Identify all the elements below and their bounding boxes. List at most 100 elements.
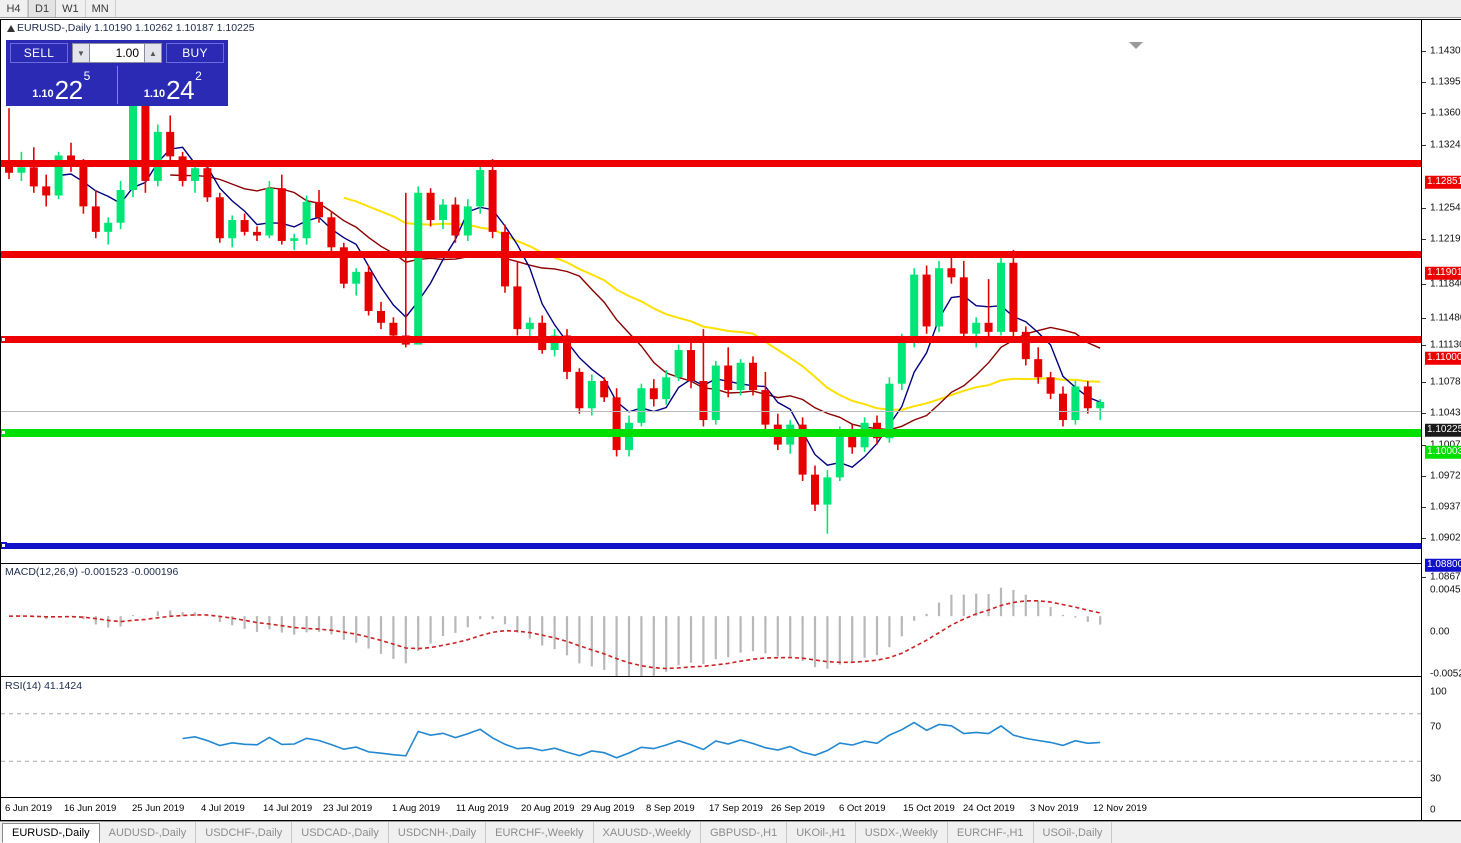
floor-line-1-08800[interactable] xyxy=(1,542,1421,549)
date-axis-label: 23 Jul 2019 xyxy=(323,803,373,814)
date-axis[interactable]: 6 Jun 2019 16 Jun 2019 25 Jun 2019 4 Jul 20… xyxy=(1,799,1421,820)
axis-tick-mark xyxy=(1422,284,1426,285)
one-click-trading-panel[interactable]: SELL ▼ 1.00 ▲ BUY 1.10 22 5 1.10 24 2 xyxy=(6,40,228,106)
axis-tick-mark xyxy=(1422,208,1426,209)
date-axis-label: 1 Aug 2019 xyxy=(392,803,441,814)
sell-button[interactable]: SELL xyxy=(10,43,68,63)
sell-price-display[interactable]: 1.10 22 5 xyxy=(6,66,117,104)
axis-tick-mark xyxy=(1422,445,1426,446)
resistance-line-1-11901[interactable] xyxy=(1,251,1421,258)
axis-tick-label: 1.13600 xyxy=(1430,107,1461,119)
symbol-tab-xauusd-weekly[interactable]: XAUUSD-,Weekly xyxy=(594,822,701,843)
axis-tick-label: 1.12190 xyxy=(1430,233,1461,245)
symbol-tab-gbpusd-h1[interactable]: GBPUSD-,H1 xyxy=(701,822,788,843)
buy-price-display[interactable]: 1.10 24 2 xyxy=(116,66,229,105)
axis-tick-mark xyxy=(1422,345,1426,346)
axis-tick-mark xyxy=(1422,82,1426,83)
price-level-label-red[interactable]: 1.12851 xyxy=(1425,175,1461,189)
macd-pane[interactable]: MACD(12,26,9) -0.001523 -0.000196 xyxy=(1,563,1421,677)
price-axis[interactable]: 1.14300 1.13950 1.13600 1.13240 1.12540 1.121… xyxy=(1421,20,1461,820)
volume-stepper[interactable]: ▼ 1.00 ▲ xyxy=(72,43,162,63)
rsi-title: RSI(14) 41.1424 xyxy=(5,680,83,692)
symbol-tab-usdchf-daily[interactable]: USDCHF-,Daily xyxy=(196,822,293,843)
timeframe-w1[interactable]: W1 xyxy=(56,0,86,17)
buy-button[interactable]: BUY xyxy=(166,43,224,63)
date-axis-label: 8 Sep 2019 xyxy=(646,803,695,814)
price-level-label-dark[interactable]: 1.10225 xyxy=(1425,423,1461,437)
toolbar-empty-area xyxy=(115,0,1461,17)
current-price-line xyxy=(1,411,1421,412)
symbol-tab-eurusd-daily[interactable]: EURUSD-,Daily xyxy=(2,823,100,843)
macd-tick-label: 0.00 xyxy=(1430,626,1450,638)
price-level-label-green[interactable]: 1.10003 xyxy=(1425,445,1461,459)
date-axis-label: 29 Aug 2019 xyxy=(581,803,635,814)
line-handle[interactable] xyxy=(1,429,7,436)
axis-tick-mark xyxy=(1422,577,1426,578)
buy-price-base: 1.10 xyxy=(143,88,166,100)
trade-panel-prices: 1.10 22 5 1.10 24 2 xyxy=(6,66,228,104)
axis-tick-label: 1.13950 xyxy=(1430,76,1461,88)
timeframe-mn[interactable]: MN xyxy=(85,0,116,17)
date-axis-label: 3 Nov 2019 xyxy=(1030,803,1079,814)
axis-tick-mark xyxy=(1422,51,1426,52)
symbol-tab-usdx-weekly[interactable]: USDX-,Weekly xyxy=(856,822,948,843)
axis-tick-label: 1.09020 xyxy=(1430,532,1461,544)
axis-tick-label: 1.11130 xyxy=(1430,339,1461,351)
symbol-tab-ukoil-h1[interactable]: UKOil-,H1 xyxy=(787,822,856,843)
macd-series xyxy=(8,587,1102,676)
axis-tick-mark xyxy=(1422,476,1426,477)
rsi-tick-label: 100 xyxy=(1430,686,1447,698)
timeframe-d1[interactable]: D1 xyxy=(28,0,57,17)
support-line-1-10003[interactable] xyxy=(1,429,1421,437)
rsi-tick-label: 30 xyxy=(1430,773,1442,785)
chart-area[interactable]: EURUSD-,Daily 1.10190 1.10262 1.10187 1.… xyxy=(0,19,1461,821)
line-handle[interactable] xyxy=(1,336,7,343)
date-axis-label: 11 Aug 2019 xyxy=(456,803,509,814)
buy-price-sup: 2 xyxy=(195,69,202,83)
price-level-label-red[interactable]: 1.11000 xyxy=(1425,351,1461,365)
symbol-tab-usdcad-daily[interactable]: USDCAD-,Daily xyxy=(292,822,389,843)
axis-tick-mark xyxy=(1422,145,1426,146)
volume-input[interactable]: 1.00 xyxy=(90,43,144,63)
sell-price-big: 22 xyxy=(54,75,83,105)
axis-tick-label: 1.13240 xyxy=(1430,139,1461,151)
symbol-tab-eurchf-h1[interactable]: EURCHF-,H1 xyxy=(948,822,1034,843)
caret-down-icon[interactable]: ▼ xyxy=(72,43,90,63)
sell-price-sup: 5 xyxy=(83,69,91,83)
sell-price-base: 1.10 xyxy=(32,88,54,100)
macd-tick-label: 0.004536 xyxy=(1430,584,1461,596)
axis-tick-label: 1.08670 xyxy=(1430,571,1461,583)
trade-panel-top-row: SELL ▼ 1.00 ▲ BUY xyxy=(6,40,228,66)
symbol-tab-usdcnh-daily[interactable]: USDCNH-,Daily xyxy=(389,822,487,843)
symbol-tab-eurchf-weekly[interactable]: EURCHF-,Weekly xyxy=(486,822,594,843)
triangle-up-icon[interactable] xyxy=(6,24,16,34)
date-axis-label: 26 Sep 2019 xyxy=(771,803,825,814)
rsi-tick-label: 70 xyxy=(1430,721,1442,733)
rsi-series xyxy=(1,713,1421,762)
caret-up-icon[interactable]: ▲ xyxy=(144,43,162,63)
buy-price-big: 24 xyxy=(166,75,195,105)
date-axis-label: 20 Aug 2019 xyxy=(521,803,575,814)
axis-tick-label: 1.10780 xyxy=(1430,376,1461,388)
rsi-pane[interactable]: RSI(14) 41.1424 xyxy=(1,678,1421,798)
line-handle[interactable] xyxy=(1,542,7,549)
price-level-label-blue[interactable]: 1.08800 xyxy=(1425,558,1461,572)
rsi-tick-label: 0 xyxy=(1430,804,1436,816)
price-level-label-red[interactable]: 1.11901 xyxy=(1425,266,1461,280)
axis-tick-label: 1.14300 xyxy=(1430,45,1461,57)
axis-tick-label: 1.09720 xyxy=(1430,470,1461,482)
triangle-down-icon[interactable] xyxy=(1129,42,1143,49)
price-pane[interactable]: EURUSD-,Daily 1.10190 1.10262 1.10187 1.… xyxy=(1,20,1421,561)
resistance-line-1-12851[interactable] xyxy=(1,160,1421,167)
date-axis-label: 15 Oct 2019 xyxy=(903,803,955,814)
axis-tick-label: 1.09370 xyxy=(1430,501,1461,513)
date-axis-label: 24 Oct 2019 xyxy=(963,803,1015,814)
date-axis-label: 12 Nov 2019 xyxy=(1093,803,1147,814)
date-axis-label: 16 Jun 2019 xyxy=(64,803,117,814)
resistance-line-1-11000[interactable] xyxy=(1,336,1421,343)
symbol-tab-usoil-daily[interactable]: USOil-,Daily xyxy=(1034,822,1113,843)
timeframe-h4[interactable]: H4 xyxy=(0,0,28,17)
symbol-tab-audusd-daily[interactable]: AUDUSD-,Daily xyxy=(100,822,197,843)
